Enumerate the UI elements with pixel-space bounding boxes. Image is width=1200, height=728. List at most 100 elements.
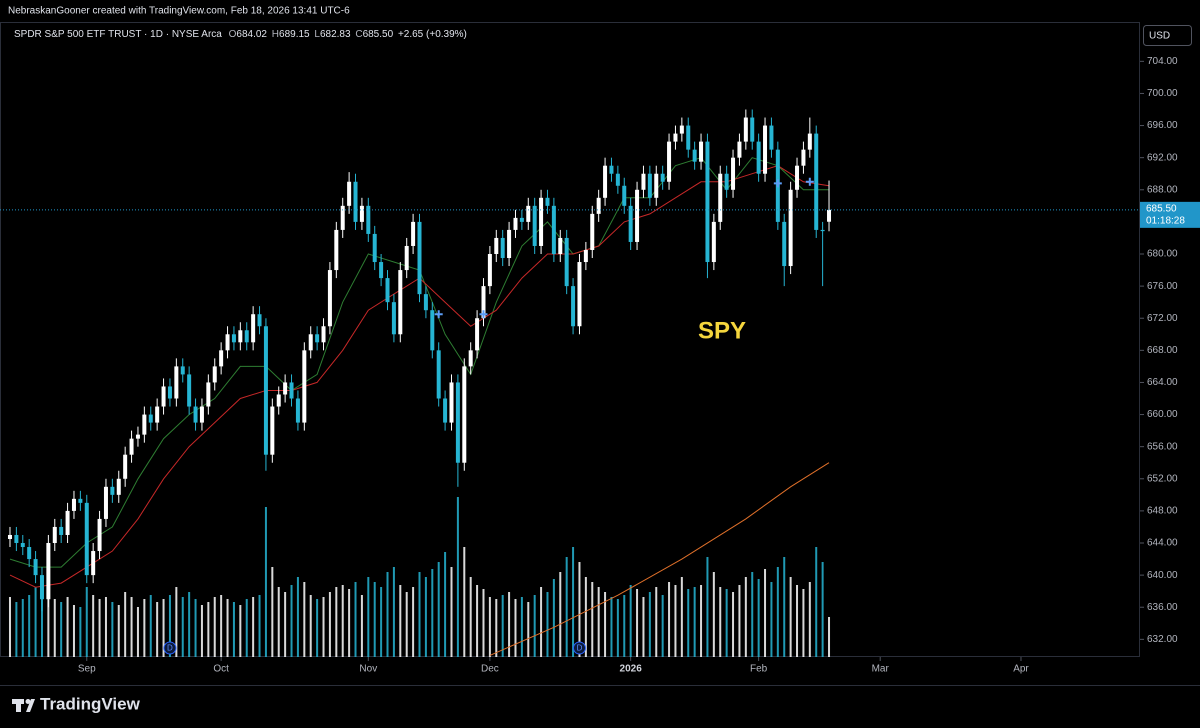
x-tick-label: Mar — [872, 664, 890, 675]
volume-bar — [623, 595, 626, 657]
volume-bar — [72, 605, 75, 657]
volume-bar — [527, 602, 530, 657]
volume-bar — [482, 589, 485, 657]
candle-body — [78, 498, 83, 503]
y-tick-label: 704.00 — [1147, 56, 1178, 67]
candle-body — [801, 149, 806, 166]
y-tick-label: 640.00 — [1147, 570, 1178, 581]
candle-body — [283, 382, 288, 395]
cross-marker — [479, 310, 488, 319]
volume-bar — [162, 599, 165, 657]
volume-bar — [802, 589, 805, 657]
volume-bar — [168, 595, 171, 657]
candle-body — [391, 302, 396, 335]
candle-body — [711, 221, 716, 263]
volume-bar — [130, 597, 133, 657]
volume-bar — [92, 595, 95, 657]
volume-bar — [104, 597, 107, 657]
candle-body — [142, 414, 147, 435]
candle-body — [193, 406, 198, 423]
volume-bar — [194, 599, 197, 657]
volume-bar — [303, 582, 306, 657]
candle-body — [417, 221, 422, 295]
candle-body — [590, 213, 595, 250]
candle-body — [231, 334, 236, 343]
candle-body — [526, 205, 531, 222]
volume-bar — [610, 597, 613, 657]
volume-bar — [712, 572, 715, 657]
y-tick-label: 656.00 — [1147, 441, 1178, 452]
candle-body — [769, 125, 774, 150]
currency[interactable]: USD — [1149, 31, 1170, 42]
candle-body — [436, 350, 441, 399]
volume-bar — [322, 597, 325, 657]
volume-bar — [392, 567, 395, 657]
y-tick-label: 660.00 — [1147, 409, 1178, 420]
x-tick-label: Sep — [78, 664, 96, 675]
volume-bar — [290, 585, 293, 657]
volume-bar — [431, 569, 434, 657]
volume-bar — [239, 605, 242, 657]
volume-bar — [380, 587, 383, 657]
candle-body — [110, 486, 115, 495]
candle-body — [167, 386, 172, 399]
change: +2.65 (+0.39%) — [398, 29, 467, 40]
candle-body — [763, 125, 768, 174]
candle-body — [782, 221, 787, 267]
candle-body — [795, 165, 800, 190]
candle-body — [743, 117, 748, 142]
volume-bar — [181, 597, 184, 657]
ohlc-label: L — [314, 29, 320, 40]
volume-bar — [565, 557, 568, 657]
y-tick-label: 636.00 — [1147, 602, 1178, 613]
candle-body — [756, 141, 761, 174]
volume-bar — [60, 602, 63, 657]
cross-marker — [805, 177, 814, 186]
candle-body — [411, 221, 416, 246]
candle-body — [65, 510, 70, 535]
y-tick-label: 692.00 — [1147, 152, 1178, 163]
volume-bar — [79, 607, 82, 657]
ohlc-label: H — [272, 29, 279, 40]
y-tick-label: 664.00 — [1147, 377, 1178, 388]
candle-body — [692, 149, 697, 162]
volume-bar — [156, 602, 159, 657]
candle-body — [52, 526, 57, 544]
candle-body — [519, 217, 524, 222]
volume-bar — [437, 562, 440, 657]
x-tick-label: Dec — [481, 664, 499, 675]
candle-body — [731, 157, 736, 190]
volume-bar — [220, 595, 223, 657]
candle-body — [135, 434, 140, 439]
currency-button[interactable] — [1143, 25, 1192, 46]
volume-bar — [591, 582, 594, 657]
candle-body — [116, 478, 121, 495]
candle-body — [807, 133, 812, 150]
candle-body — [372, 233, 377, 263]
volume-bar — [136, 607, 139, 657]
x-tick-label: 2026 — [620, 664, 643, 675]
candle-body — [20, 543, 25, 548]
y-tick-label: 668.00 — [1147, 345, 1178, 356]
volume-bar — [258, 595, 261, 657]
dividend-label: D — [577, 644, 583, 653]
volume-bar — [796, 585, 799, 657]
volume-bar — [175, 587, 178, 657]
volume-bar — [284, 592, 287, 657]
candle-body — [455, 382, 460, 463]
candle-body — [174, 366, 179, 399]
candle-body — [551, 205, 556, 255]
ohlc-value: 685.50 — [363, 29, 394, 40]
candle-body — [244, 330, 249, 343]
volume-bar — [245, 599, 248, 657]
volume-bar — [821, 562, 824, 657]
candle-body — [27, 547, 32, 560]
candle-body — [724, 173, 729, 190]
candle-body — [7, 534, 12, 539]
candle-body — [635, 189, 640, 242]
dividend-label: D — [167, 644, 173, 653]
volume-bar — [232, 602, 235, 657]
volume-bar — [200, 605, 203, 657]
volume-bar — [53, 599, 56, 657]
